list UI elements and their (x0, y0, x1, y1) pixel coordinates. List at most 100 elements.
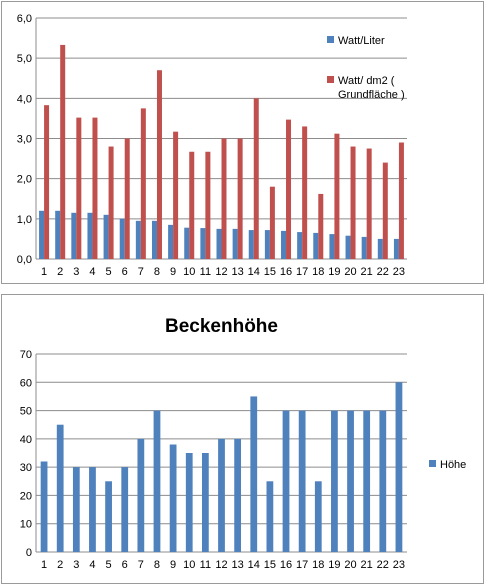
bar-1 (121, 467, 129, 552)
x-tick-label: 1 (41, 559, 47, 571)
x-tick-label: 3 (73, 266, 79, 278)
bar-2 (366, 148, 372, 259)
bar-2 (92, 117, 98, 259)
bar-1 (201, 453, 209, 552)
bar-2 (318, 193, 324, 259)
chart-title: Beckenhöhe (165, 316, 278, 337)
legend-swatch (429, 460, 436, 467)
bar-1 (55, 210, 61, 259)
x-tick-label: 9 (170, 559, 176, 571)
bar-2 (253, 98, 259, 259)
x-tick-label: 8 (154, 559, 160, 571)
bar-1 (71, 212, 77, 259)
x-tick-label: 19 (328, 266, 340, 278)
bar-2 (140, 108, 146, 259)
bar-1 (297, 232, 303, 259)
x-tick-label: 21 (361, 266, 373, 278)
y-tick-label: 40 (20, 434, 32, 446)
y-tick-label: 0 (26, 547, 32, 559)
x-tick-label: 5 (106, 266, 112, 278)
x-tick-label: 12 (215, 559, 227, 571)
bar-1 (185, 453, 193, 552)
x-tick-label: 23 (393, 559, 405, 571)
x-tick-label: 18 (312, 559, 324, 571)
x-tick-label: 7 (138, 266, 144, 278)
bar-1 (56, 424, 64, 552)
bar-1 (103, 214, 109, 259)
x-tick-label: 10 (183, 559, 195, 571)
bar-1 (361, 236, 367, 259)
x-tick-label: 5 (106, 559, 112, 571)
legend-label: Höhe (440, 459, 466, 471)
bar-1 (266, 481, 274, 552)
bar-2 (205, 151, 211, 259)
x-tick-label: 19 (328, 559, 340, 571)
bar-1 (264, 230, 270, 259)
bar-1 (395, 382, 403, 552)
bar-1 (89, 467, 96, 552)
x-tick-label: 4 (89, 266, 95, 278)
y-tick-label: 0,0 (17, 254, 32, 266)
legend-label: Watt/Liter (338, 35, 385, 47)
bar-1 (72, 467, 80, 552)
bar-1 (168, 224, 174, 259)
x-tick-label: 11 (200, 266, 211, 278)
bar-2 (350, 146, 356, 259)
bar-1 (329, 234, 335, 259)
y-tick-label: 6,0 (17, 13, 32, 25)
bar-1 (234, 438, 242, 552)
bar-1 (119, 218, 125, 259)
x-tick-label: 21 (361, 559, 373, 571)
y-tick-label: 70 (20, 349, 32, 361)
x-tick-label: 15 (264, 559, 276, 571)
y-tick-label: 1,0 (17, 214, 32, 226)
bar-1 (363, 410, 371, 552)
bar-1 (281, 230, 287, 259)
bar-2 (108, 146, 114, 259)
x-tick-label: 20 (344, 559, 356, 571)
bar-1 (200, 228, 206, 259)
y-tick-label: 50 (20, 406, 32, 418)
bar-1 (151, 220, 157, 259)
bar-2 (237, 138, 243, 259)
x-tick-label: 17 (296, 559, 308, 571)
y-tick-label: 3,0 (17, 134, 32, 146)
y-tick-label: 30 (20, 462, 32, 474)
y-tick-label: 10 (20, 519, 32, 531)
legend-swatch (327, 76, 334, 83)
bar-1 (169, 444, 177, 552)
bar-1 (313, 232, 319, 259)
bar-2 (382, 162, 388, 259)
x-tick-label: 17 (296, 266, 308, 278)
x-tick-label: 11 (200, 559, 211, 571)
x-tick-label: 15 (264, 266, 276, 278)
bar-1 (314, 481, 322, 552)
bar-1 (393, 238, 399, 259)
bar-2 (156, 70, 162, 259)
x-tick-label: 10 (183, 266, 195, 278)
x-tick-label: 22 (377, 266, 389, 278)
x-tick-label: 3 (73, 559, 79, 571)
bar-2 (60, 44, 66, 259)
x-tick-label: 9 (170, 266, 176, 278)
y-tick-label: 20 (20, 490, 32, 502)
x-tick-label: 6 (122, 266, 128, 278)
bar-1 (39, 210, 45, 259)
x-tick-label: 2 (57, 559, 63, 571)
bar-1 (153, 410, 161, 552)
x-tick-label: 2 (57, 266, 63, 278)
x-tick-label: 13 (232, 266, 244, 278)
y-tick-label: 60 (20, 377, 32, 389)
bar-1 (218, 438, 225, 552)
x-tick-label: 4 (89, 559, 95, 571)
legend-label: Watt/ dm2 (Grundfläche ) (338, 75, 405, 101)
bar-1 (184, 227, 190, 259)
bar-1 (87, 212, 93, 259)
bar-1 (282, 410, 290, 552)
chart-beckenhoehe: Beckenhöhe 0 10 20 30 40 50 60 70 1 2 3 4 5 6 7 8 9 10 11 12… (1, 294, 484, 584)
bar-1 (347, 410, 354, 552)
x-tick-label: 16 (280, 559, 292, 571)
x-tick-label: 8 (154, 266, 160, 278)
x-tick-label: 12 (215, 266, 227, 278)
y-tick-label: 4,0 (17, 93, 32, 105)
